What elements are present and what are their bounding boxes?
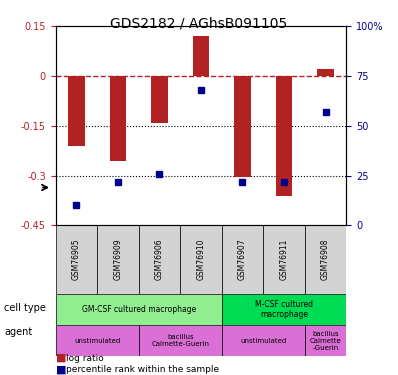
Text: GSM76905: GSM76905 [72,239,81,280]
Text: log ratio: log ratio [66,354,103,363]
FancyBboxPatch shape [263,225,305,294]
FancyBboxPatch shape [222,294,346,325]
Text: ■: ■ [56,353,66,363]
Text: bacillus
Calmette
-Guerin: bacillus Calmette -Guerin [310,331,341,351]
FancyBboxPatch shape [97,225,139,294]
FancyBboxPatch shape [139,225,180,294]
Bar [193,36,209,76]
Text: GM-CSF cultured macrophage: GM-CSF cultured macrophage [82,305,196,314]
Text: GSM76906: GSM76906 [155,239,164,280]
Text: cell type: cell type [4,303,46,313]
Text: M-CSF cultured
macrophage: M-CSF cultured macrophage [255,300,313,319]
FancyBboxPatch shape [305,325,346,356]
Text: GSM76909: GSM76909 [113,239,123,280]
FancyBboxPatch shape [56,325,139,356]
Text: GSM76907: GSM76907 [238,239,247,280]
FancyBboxPatch shape [305,225,346,294]
Bar [234,76,251,177]
FancyBboxPatch shape [222,325,305,356]
Text: GSM76911: GSM76911 [279,239,289,280]
FancyBboxPatch shape [139,325,222,356]
FancyBboxPatch shape [56,294,222,325]
Text: unstimulated: unstimulated [240,338,287,344]
Text: unstimulated: unstimulated [74,338,120,344]
Bar [317,69,334,76]
Bar [110,76,126,160]
Text: GSM76908: GSM76908 [321,239,330,280]
Text: percentile rank within the sample: percentile rank within the sample [66,365,219,374]
Text: ■: ■ [56,364,66,374]
Text: GSM76910: GSM76910 [197,239,205,280]
FancyBboxPatch shape [222,225,263,294]
Bar [276,76,292,195]
Text: GDS2182 / AGhsB091105: GDS2182 / AGhsB091105 [110,17,288,31]
Bar [68,76,85,146]
FancyBboxPatch shape [56,225,97,294]
Bar [151,76,168,123]
Text: bacillus
Calmette-Guerin: bacillus Calmette-Guerin [151,334,209,347]
Text: agent: agent [4,327,32,337]
FancyBboxPatch shape [180,225,222,294]
